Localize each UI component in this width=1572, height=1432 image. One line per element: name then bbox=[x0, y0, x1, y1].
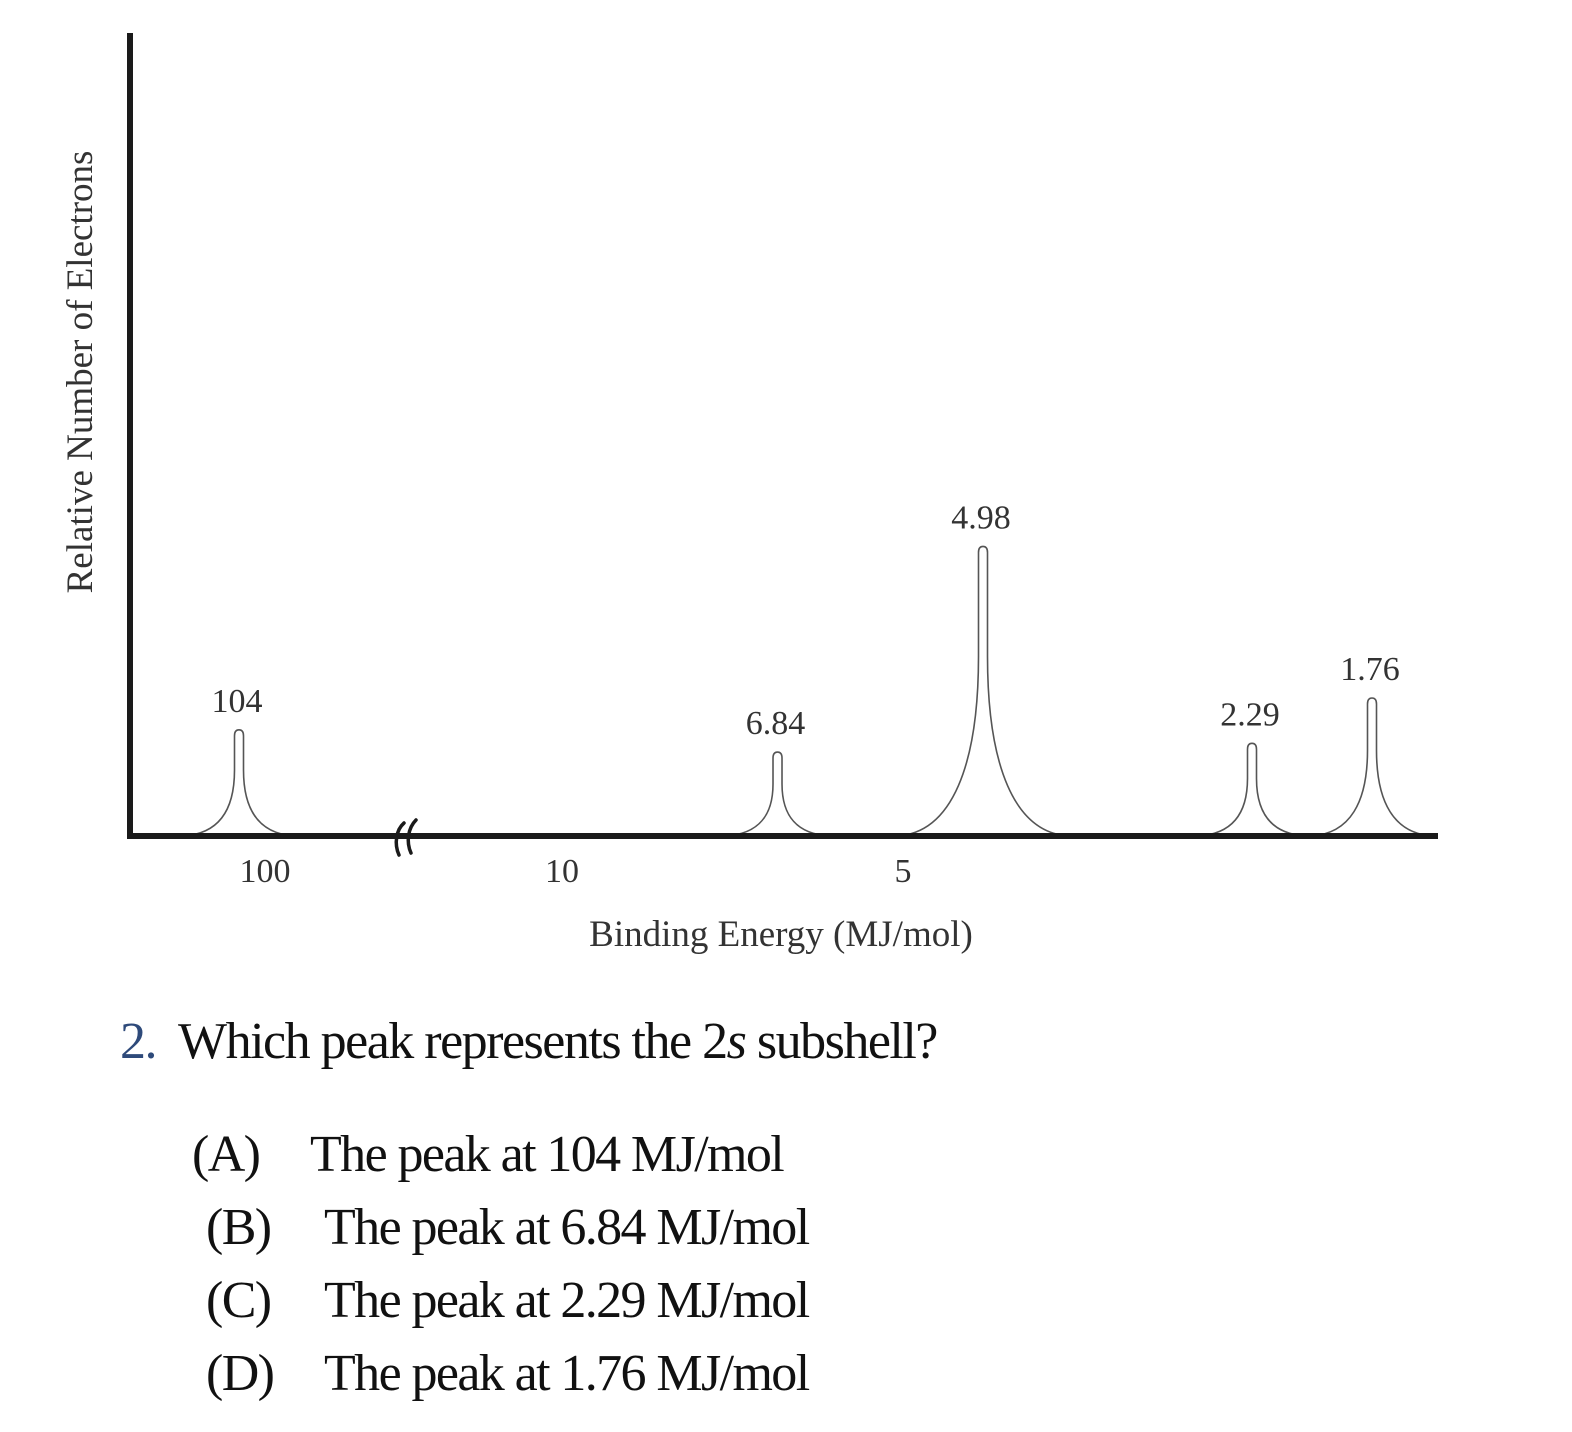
answer-choices: (A) The peak at 104 MJ/mol (B) The peak … bbox=[192, 1118, 810, 1410]
y-axis-title: Relative Number of Electrons bbox=[60, 151, 101, 594]
choice-b[interactable]: (B) The peak at 6.84 MJ/mol bbox=[192, 1191, 810, 1264]
choice-a[interactable]: (A) The peak at 104 MJ/mol bbox=[192, 1118, 809, 1191]
choice-letter: (A) bbox=[192, 1126, 261, 1183]
peak-label: 4.98 bbox=[951, 499, 1011, 536]
peak-6.84 bbox=[725, 751, 830, 837]
peak-label: 2.29 bbox=[1220, 696, 1280, 733]
x-tick-labels: 100 10 5 bbox=[240, 853, 912, 890]
question-number: 2. bbox=[120, 1013, 158, 1070]
question-text-after: subshell? bbox=[745, 1013, 939, 1070]
choice-letter: (D) bbox=[206, 1345, 275, 1402]
choice-text: The peak at 2.29 MJ/mol bbox=[324, 1272, 810, 1329]
peak-label: 104 bbox=[212, 683, 263, 720]
question-text-before: Which peak represents the 2 bbox=[178, 1013, 728, 1070]
x-tick-label: 100 bbox=[240, 853, 291, 890]
peak-label: 1.76 bbox=[1340, 651, 1400, 688]
choice-d[interactable]: (D) The peak at 1.76 MJ/mol bbox=[192, 1337, 810, 1410]
choice-text: The peak at 1.76 MJ/mol bbox=[324, 1345, 810, 1402]
peak-104 bbox=[182, 729, 296, 837]
x-tick-label: 10 bbox=[545, 853, 579, 890]
question-prompt: 2. Which peak represents the 2s subshell? bbox=[120, 1012, 939, 1071]
choice-letter: (C) bbox=[206, 1272, 272, 1329]
peak-2.29 bbox=[1198, 742, 1306, 837]
choice-text: The peak at 104 MJ/mol bbox=[310, 1126, 785, 1183]
peak-4.98 bbox=[895, 545, 1071, 837]
x-tick-label: 5 bbox=[895, 853, 912, 890]
peak-1.76 bbox=[1310, 697, 1434, 837]
choice-c[interactable]: (C) The peak at 2.29 MJ/mol bbox=[192, 1264, 810, 1337]
choice-text: The peak at 6.84 MJ/mol bbox=[324, 1199, 810, 1256]
choice-letter: (B) bbox=[206, 1199, 272, 1256]
pes-chart: 100 10 5 104 6.84 4.98 2.29 1.76 Binding Energ… bbox=[60, 33, 1438, 955]
question-text-italic: s bbox=[726, 1013, 747, 1070]
x-axis-title: Binding Energy (MJ/mol) bbox=[589, 914, 973, 955]
peak-labels: 104 6.84 4.98 2.29 1.76 bbox=[212, 499, 1400, 742]
axis-break-icon bbox=[394, 818, 418, 857]
peak-label: 6.84 bbox=[746, 705, 806, 742]
peaks-layer bbox=[182, 545, 1434, 837]
